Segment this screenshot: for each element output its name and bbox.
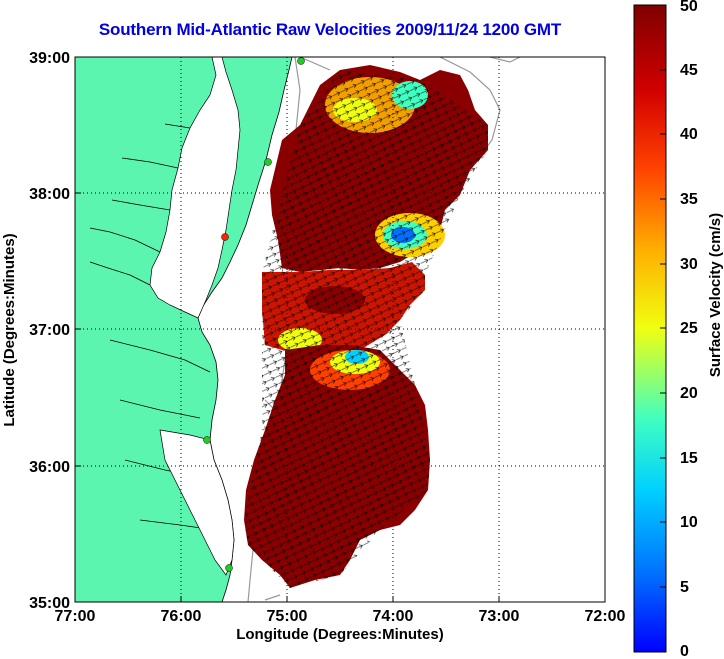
colorbar-tick: 20	[680, 385, 698, 402]
y-tick-label: 36:00	[29, 459, 70, 476]
grid-lines	[75, 57, 605, 602]
y-tick-label: 38:00	[29, 186, 70, 203]
station-marker	[221, 233, 229, 241]
y-tick-label: 35:00	[29, 595, 70, 612]
x-tick-label: 76:00	[161, 608, 202, 625]
station-marker	[203, 436, 211, 444]
x-tick-label: 75:00	[267, 608, 308, 625]
x-tick-label: 72:00	[585, 608, 626, 625]
y-axis-label: Latitude (Degrees:Minutes)	[1, 233, 18, 426]
x-axis-label: Longitude (Degrees:Minutes)	[236, 626, 444, 643]
chart-title: Southern Mid-Atlantic Raw Velocities 200…	[98, 20, 562, 39]
colorbar-tick: 5	[680, 579, 689, 596]
colorbar-tick: 10	[680, 514, 698, 531]
y-tick-label: 39:00	[29, 50, 70, 67]
station-marker	[297, 57, 305, 65]
colorbar-label: Surface Velocity (cm/s)	[707, 213, 724, 377]
colorbar-tick: 15	[680, 450, 698, 467]
x-tick-label: 73:00	[479, 608, 520, 625]
colorbar-tick: 0	[680, 643, 689, 659]
x-tick-label: 77:00	[55, 608, 96, 625]
station-marker	[264, 158, 272, 166]
station-marker	[225, 564, 233, 572]
colorbar	[633, 4, 667, 653]
chesapeake-bay	[149, 57, 241, 319]
y-tick-label: 37:00	[29, 322, 70, 339]
x-tick-label: 74:00	[373, 608, 414, 625]
colorbar-tick: 35	[680, 191, 698, 208]
colorbar-tick: 40	[680, 126, 698, 143]
colorbar-tick: 30	[680, 256, 698, 273]
colorbar-tick: 25	[680, 320, 698, 337]
colorbar-tick: 50	[680, 0, 698, 15]
colorbar-tick: 45	[680, 62, 698, 79]
plot-area	[75, 57, 605, 602]
